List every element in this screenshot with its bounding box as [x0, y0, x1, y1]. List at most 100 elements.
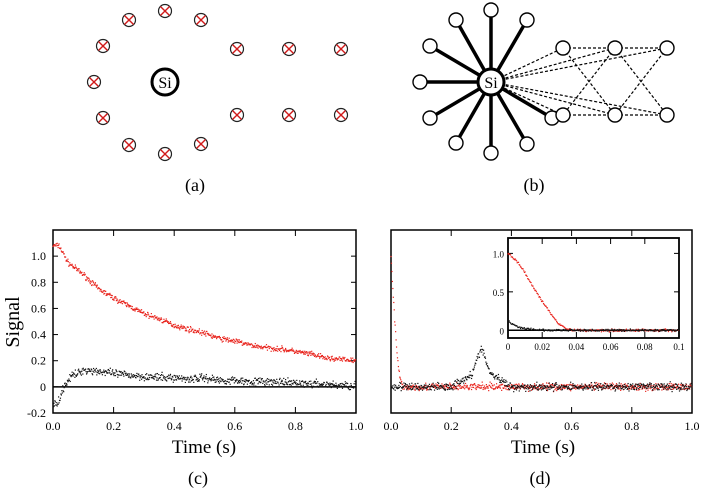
d-point-black-587: [662, 384, 664, 386]
c-point-red-477: [274, 349, 276, 352]
c-point-red-52: [76, 268, 78, 270]
c-point-red-76: [87, 280, 90, 282]
c-point-red-92: [95, 284, 97, 286]
c-point-red-523: [296, 351, 298, 353]
inset-frame: [507, 237, 680, 339]
c-point-red-108: [102, 290, 104, 292]
c-point-red-59: [79, 271, 82, 273]
d-point-black-106: [439, 387, 441, 389]
d-point-red-135: [452, 385, 455, 387]
c-point-red-3: [53, 244, 55, 246]
c-point-black-62: [81, 370, 83, 372]
d-point-black-403: [577, 387, 579, 390]
c-point-black-649: [354, 383, 357, 385]
inset-point-red-92: [567, 329, 570, 331]
d-point-red-295: [527, 386, 529, 389]
c-point-black-457: [265, 382, 267, 384]
inset-point-red-11: [514, 258, 516, 260]
c-point-red-347: [214, 336, 216, 338]
d-point-red-612: [673, 385, 676, 387]
d-point-black-295: [527, 384, 529, 386]
inset-point-black-200: [638, 329, 641, 332]
d-point-black-51: [414, 385, 416, 387]
d-point-black-417: [583, 387, 585, 390]
d-point-red-136: [453, 386, 455, 388]
inset-point-black-84: [562, 329, 564, 331]
inset-point-black-165: [615, 329, 618, 332]
c-point-black-548: [307, 382, 310, 384]
c-point-black-635: [348, 385, 350, 388]
d-point-red-353: [553, 385, 556, 388]
d-point-red-231: [497, 386, 499, 389]
inset-point-red-125: [589, 328, 591, 331]
inset-point-black-99: [572, 330, 574, 332]
inset-point-black-134: [595, 330, 597, 332]
c-point-black-138: [116, 373, 118, 376]
c-point-red-242: [165, 320, 167, 323]
d-point-red-263: [512, 387, 514, 389]
c-point-black-38: [70, 375, 72, 377]
inset-point-black-106: [577, 329, 579, 331]
c-point-black-546: [306, 382, 309, 384]
c-point-black-431: [253, 384, 255, 386]
inset-point-red-100: [573, 330, 575, 332]
inset-point-black-181: [626, 330, 628, 332]
d-point-black-431: [589, 387, 592, 389]
d-point-red-550: [645, 390, 647, 392]
d-point-red-405: [577, 387, 580, 389]
c-point-black-570: [318, 386, 320, 388]
outer-node-1: [519, 12, 535, 28]
d-point-black-550: [645, 384, 647, 387]
d-point-red-207: [486, 385, 488, 388]
d-point-red-465: [605, 385, 607, 387]
d-point-black-249: [505, 385, 507, 387]
c-point-red-113: [105, 290, 107, 292]
d-point-red-572: [655, 383, 657, 385]
d-point-black-425: [587, 386, 589, 388]
c-point-black-339: [210, 380, 212, 382]
inset-point-red-115: [583, 329, 585, 331]
inset-point-red-154: [608, 331, 610, 333]
inset-point-red-9: [513, 258, 515, 260]
c-point-red-576: [320, 355, 323, 357]
c-point-red-82: [90, 281, 92, 283]
d-point-black-405: [577, 386, 580, 388]
c-point-red-126: [111, 296, 113, 299]
inset-point-red-219: [651, 329, 653, 331]
c-point-black-644: [352, 386, 354, 388]
inset-point-red-110: [579, 328, 581, 330]
site-marker-8-cross-b: [97, 112, 109, 124]
d-point-black-170: [469, 377, 471, 379]
d-point-black-470: [608, 385, 610, 388]
inset-point-black-75: [556, 329, 558, 331]
site-marker-10-cross-b: [159, 148, 171, 160]
c-point-red-496: [283, 351, 285, 353]
d-point-black-238: [500, 382, 502, 384]
d-point-black-339: [547, 388, 549, 390]
inset-point-black-194: [634, 329, 637, 331]
c-point-black-63: [81, 368, 83, 370]
inset-point-black-58: [545, 329, 547, 332]
inset-point-black-30: [527, 327, 529, 330]
c-point-red-40: [71, 264, 73, 266]
c-point-black-467: [270, 380, 272, 382]
c-point-red-322: [202, 332, 204, 334]
inset-point-black-130: [592, 330, 595, 332]
c-point-black-559: [312, 385, 315, 387]
d-point-red-161: [464, 382, 467, 385]
d-point-black-556: [647, 385, 650, 387]
d-point-red-35: [406, 385, 408, 387]
inset-point-red-48: [538, 295, 541, 298]
d-point-black-506: [624, 387, 626, 389]
d-point-black-348: [551, 387, 553, 389]
c-point-black-544: [305, 383, 308, 385]
inset-point-black-133: [594, 329, 597, 331]
c-point-red-81: [90, 280, 92, 282]
c-point-red-429: [252, 345, 254, 347]
d-point-black-62: [419, 387, 421, 389]
c-point-red-604: [333, 359, 336, 361]
c-point-red-419: [247, 342, 249, 344]
c-point-red-334: [208, 333, 210, 335]
d-point-red-493: [618, 386, 620, 388]
inset-point-red-86: [563, 326, 566, 328]
